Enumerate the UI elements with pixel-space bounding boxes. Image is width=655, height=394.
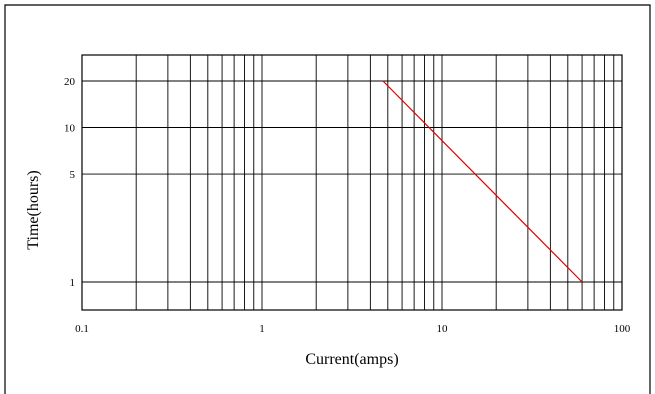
x-tick-label: 100 [614,323,631,335]
y-tick-label: 10 [64,123,76,135]
y-tick-label: 1 [70,277,76,289]
x-grid [135,55,615,310]
series-line [382,80,583,283]
x-tick-label: 1 [259,323,265,335]
plot-border [81,54,623,311]
y-grid [82,80,622,283]
y-tick-label: 5 [70,169,76,181]
y-tick-labels: 1 5 10 20 [64,76,76,289]
x-tick-labels: 0.1 1 10 100 [75,323,631,335]
series-layer [382,80,583,283]
outer-frame [4,4,651,394]
y-axis-title: Time(hours) [25,170,42,249]
x-axis-title: Current(amps) [305,351,398,368]
plot-area [81,54,623,311]
x-tick-label: 0.1 [75,323,89,335]
x-tick-label: 10 [437,323,449,335]
y-tick-label: 20 [64,76,76,88]
